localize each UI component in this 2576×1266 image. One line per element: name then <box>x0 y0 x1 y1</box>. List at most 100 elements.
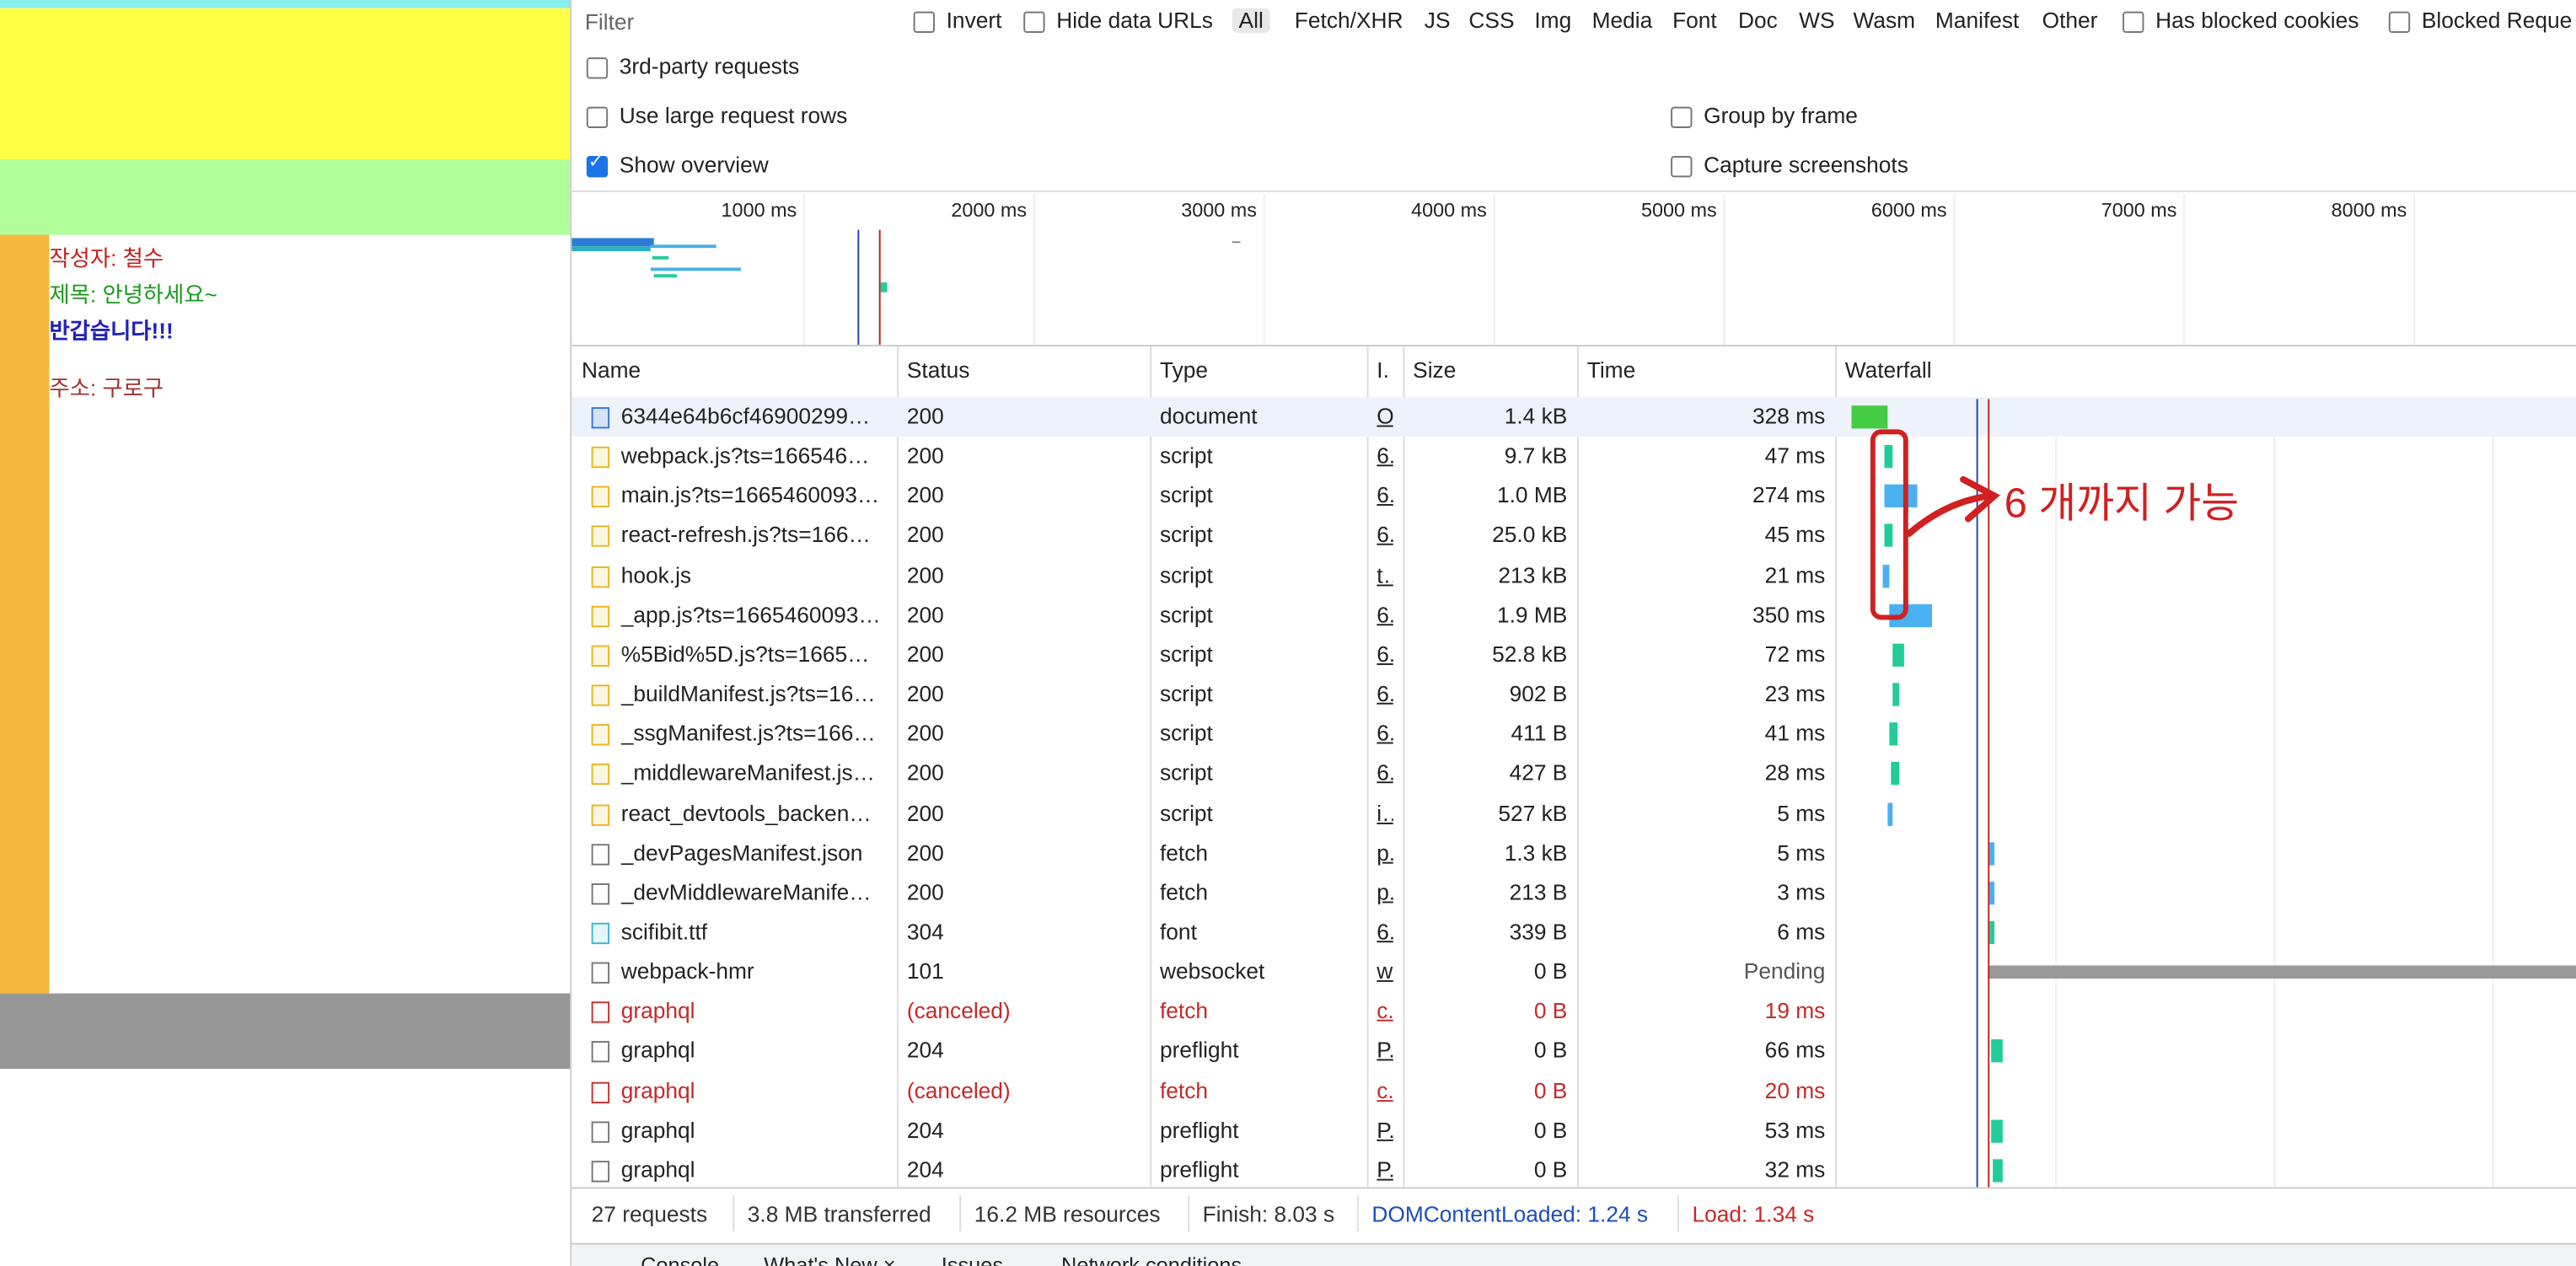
column-header[interactable]: Waterfall <box>1844 357 1932 383</box>
status: 200 <box>906 800 944 825</box>
checkbox[interactable] <box>586 156 609 178</box>
checkbox[interactable] <box>2123 11 2144 33</box>
size: 427 B <box>1509 760 1568 786</box>
tab[interactable]: Issues <box>941 1253 1004 1266</box>
checkbox[interactable] <box>913 11 935 33</box>
checkbox[interactable] <box>2388 11 2411 33</box>
file-icon <box>591 1081 610 1103</box>
column-header[interactable]: Name <box>581 357 641 383</box>
name[interactable]: graphql <box>620 1077 695 1103</box>
column-header[interactable]: Status <box>906 357 970 383</box>
file-icon <box>591 407 610 429</box>
checkbox[interactable] <box>1023 11 1045 33</box>
name[interactable]: _ssgManifest.js?ts=166… <box>620 721 876 746</box>
name[interactable]: main.js?ts=1665460093… <box>620 483 880 508</box>
initiator: 6.. <box>1377 602 1393 627</box>
status: 204 <box>906 1157 944 1183</box>
checkbox-label[interactable]: Capture screenshots <box>1704 153 1908 178</box>
type-filter[interactable]: Font <box>1672 8 1717 33</box>
size: 1.9 MB <box>1496 602 1568 627</box>
overview-tick: 4000 ms <box>1411 198 1487 222</box>
checkbox-label[interactable]: Invert <box>946 8 1002 33</box>
name[interactable]: graphql <box>620 1117 695 1143</box>
type-filter[interactable]: Fetch/XHR <box>1294 8 1403 33</box>
overview-tick: 7000 ms <box>2101 198 2177 222</box>
type-filter[interactable]: Wasm <box>1853 8 1916 33</box>
time: 5 ms <box>1777 840 1826 865</box>
overview-bar <box>880 282 888 292</box>
file-icon <box>591 1041 610 1064</box>
overview-grid <box>1953 193 1956 346</box>
type-filter[interactable]: Media <box>1591 8 1653 33</box>
checkbox-label[interactable]: Group by frame <box>1704 103 1858 128</box>
name[interactable]: scifibit.ttf <box>620 919 708 944</box>
checkbox-label[interactable]: Blocked Reque <box>2421 8 2573 33</box>
name[interactable]: react_devtools_backen… <box>620 800 872 825</box>
checkbox-label[interactable]: Use large request rows <box>619 103 848 128</box>
size: 527 kB <box>1498 800 1568 825</box>
name[interactable]: react-refresh.js?ts=166… <box>620 523 871 548</box>
column-header[interactable]: Time <box>1586 357 1636 383</box>
filter-input[interactable]: Filter <box>584 9 635 35</box>
time: 28 ms <box>1764 760 1826 786</box>
tab[interactable]: Network conditions <box>1061 1253 1242 1266</box>
type-filter[interactable]: Other <box>2042 8 2098 33</box>
type: script <box>1159 800 1213 825</box>
name[interactable]: _app.js?ts=1665460093… <box>620 602 881 627</box>
file-icon <box>591 645 610 667</box>
tab[interactable]: Console <box>641 1253 720 1266</box>
name[interactable]: _middlewareManifest.js… <box>620 760 875 786</box>
checkbox-label[interactable]: 3rd-party requests <box>619 54 800 79</box>
type-filter[interactable]: JS <box>1424 8 1451 33</box>
status: 200 <box>906 404 944 429</box>
waterfall-bar <box>1989 920 1995 944</box>
time: 20 ms <box>1764 1077 1826 1103</box>
checkbox[interactable] <box>1671 156 1693 178</box>
overview-bar <box>1232 241 1241 244</box>
type-filter[interactable]: CSS <box>1468 8 1515 33</box>
name[interactable]: graphql <box>620 1157 695 1183</box>
file-icon <box>591 486 610 508</box>
name[interactable]: graphql <box>620 998 695 1024</box>
type-filter[interactable]: Doc <box>1738 8 1778 33</box>
type-filter[interactable]: Img <box>1534 8 1572 33</box>
type-filter[interactable]: WS <box>1799 8 1835 33</box>
checkbox-label[interactable]: Show overview <box>619 153 769 178</box>
column-header[interactable]: Type <box>1159 357 1209 383</box>
column-line <box>1150 346 1152 1188</box>
name[interactable]: graphql <box>620 1038 695 1064</box>
type-filter[interactable]: All <box>1232 8 1270 33</box>
name[interactable]: 6344e64b6cf46900299… <box>620 404 871 429</box>
type-filter[interactable]: Manifest <box>1935 8 2020 33</box>
overview-bar <box>653 274 677 278</box>
status: 200 <box>906 523 944 548</box>
time: 350 ms <box>1752 602 1826 627</box>
name[interactable]: _devMiddlewareManife… <box>620 879 872 904</box>
file-icon <box>591 684 610 706</box>
file-icon <box>591 962 610 984</box>
column-header[interactable]: Size <box>1413 357 1457 383</box>
name[interactable]: _buildManifest.js?ts=16… <box>620 681 876 706</box>
tab[interactable]: What's New × <box>764 1253 896 1266</box>
overview-bar <box>650 267 741 271</box>
initiator: P.. <box>1377 1117 1393 1143</box>
checkbox[interactable] <box>586 106 609 128</box>
name[interactable]: hook.js <box>620 562 692 587</box>
waterfall-bar <box>1884 485 1918 508</box>
time: 32 ms <box>1764 1157 1826 1183</box>
name[interactable]: _devPagesManifest.json <box>620 840 863 865</box>
name[interactable]: webpack.js?ts=166546… <box>620 443 870 469</box>
checkbox-label[interactable]: Hide data URLs <box>1056 8 1213 33</box>
name[interactable]: webpack-hmr <box>620 958 754 984</box>
overview-tick: 3000 ms <box>1181 198 1257 222</box>
checkbox-label[interactable]: Has blocked cookies <box>2155 8 2359 33</box>
checkbox[interactable] <box>586 57 609 79</box>
initiator: 6.. <box>1377 681 1393 706</box>
name[interactable]: %5Bid%5D.js?ts=1665… <box>620 641 870 667</box>
footer-sep <box>959 1195 962 1231</box>
type: script <box>1159 562 1213 587</box>
column-header[interactable]: I. <box>1377 357 1389 383</box>
waterfall-bar <box>1892 643 1904 667</box>
checkbox[interactable] <box>1671 106 1693 128</box>
waterfall-bar <box>1989 841 1995 865</box>
